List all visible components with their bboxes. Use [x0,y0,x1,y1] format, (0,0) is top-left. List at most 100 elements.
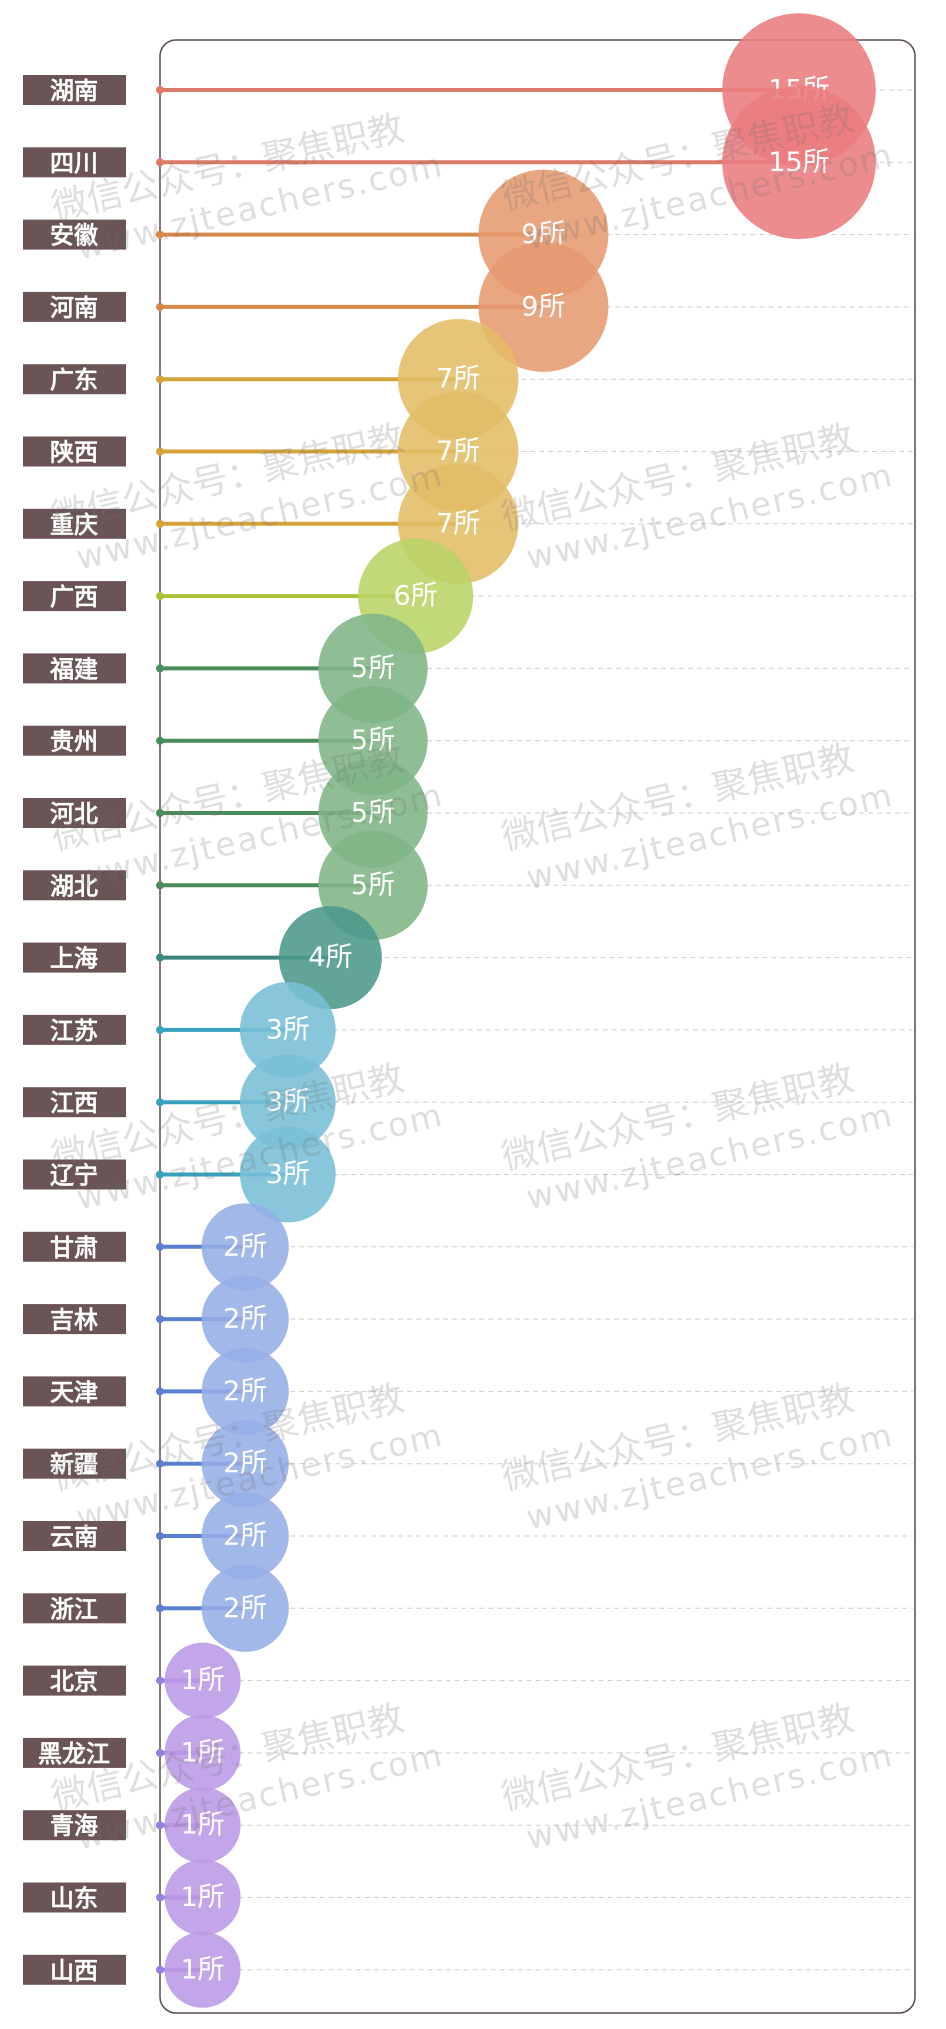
province-label-bg [23,1376,126,1407]
province-label: 江苏 [50,1017,98,1045]
stem-dot [156,1387,164,1396]
bubble-value-label: 2所 [223,1448,267,1479]
bubble-吉林 [201,1275,289,1363]
stem-dot [156,953,164,962]
bubble-value-label: 7所 [436,364,480,395]
stem-dot [156,1532,164,1540]
stem-dot [156,664,164,673]
bubble-黑龙江 [164,1714,241,1791]
bubble-value-label: 15所 [768,147,829,178]
province-label: 重庆 [50,511,98,539]
bubble-北京 [164,1642,241,1719]
bubble-value-label: 9所 [521,291,565,322]
bubble-value-label: 6所 [394,581,438,612]
province-label: 辽宁 [50,1162,98,1190]
province-label-bg [23,1159,126,1190]
province-label: 广东 [50,366,98,394]
province-label-bg [23,1521,126,1551]
gridlines [202,89,913,1971]
bubble-天津 [201,1347,289,1435]
province-label-bg [23,1087,126,1118]
bubble-value-label: 2所 [223,1521,267,1552]
bubble-云南 [201,1492,289,1580]
bubble-河南 [478,241,609,372]
province-label: 黑龙江 [38,1740,110,1768]
province-label: 甘肃 [50,1234,98,1262]
bubble-四川 [722,85,876,240]
province-label: 安徽 [50,222,99,250]
province-label: 天津 [50,1378,98,1406]
province-label-bg [23,942,126,973]
stem-dot [156,881,164,890]
province-label-bg [23,1665,126,1696]
stem-dot [156,158,164,167]
province-labels: 湖南四川安徽河南广东陕西重庆广西福建贵州河北湖北上海江苏江西辽宁甘肃吉林天津新疆… [23,75,126,1985]
province-label: 贵州 [50,728,98,756]
stem-dot [156,1459,164,1468]
province-label-bg [23,1882,126,1913]
bubble-value-label: 5所 [351,725,395,756]
province-label-bg [23,1593,126,1624]
province-label: 新疆 [50,1451,98,1479]
stem-dot [156,1170,164,1179]
province-label-bg [23,1954,126,1985]
bubble-山东 [164,1859,241,1936]
bubble-value-label: 7所 [436,436,480,467]
bubble-上海 [278,906,382,1010]
province-label-bg [23,508,126,539]
bubble-甘肃 [201,1203,289,1291]
province-label: 云南 [50,1523,98,1551]
province-label-bg [23,725,126,756]
province-label-bg [23,1304,126,1335]
province-label: 湖南 [50,77,98,105]
bubble-value-label: 5所 [351,870,395,901]
bubble-江苏 [239,982,336,1078]
bubble-value-label: 4所 [308,942,352,973]
bubble-value-label: 2所 [223,1593,267,1624]
province-label-bg [23,75,126,105]
bubble-value-label: 2所 [223,1304,267,1335]
province-label-bg [23,1014,126,1045]
province-label: 上海 [50,945,98,973]
stem-dot [156,86,164,94]
bubble-value-label: 5所 [351,798,395,829]
bubble-value-label: 2所 [223,1231,267,1262]
province-label: 青海 [50,1812,98,1840]
bubble-value-label: 2所 [223,1376,267,1407]
province-label: 河南 [50,294,98,322]
stem-dot [156,1025,164,1034]
bubble-value-label: 7所 [436,508,480,539]
province-label-bg [23,1810,126,1841]
stem-dot [156,1676,164,1685]
stem-dot [156,230,164,239]
province-label: 湖北 [50,872,98,900]
bubble-value-label: 1所 [181,1954,225,1985]
province-label-bg [23,798,126,828]
bubble-辽宁 [239,1126,336,1223]
province-label: 四川 [50,149,98,177]
stem-dot [156,375,164,384]
bubble-青海 [164,1787,241,1864]
stem-dot [156,1748,164,1757]
province-label: 浙江 [50,1595,98,1623]
bubble-江西 [239,1054,336,1151]
province-label: 河北 [50,800,98,828]
bubble-value-label: 5所 [351,653,395,684]
province-label: 广西 [50,583,98,611]
province-label: 山东 [50,1885,98,1913]
province-label-bg [23,436,126,467]
province-label-bg [23,291,126,322]
bubble-浙江 [201,1564,289,1652]
province-label: 福建 [49,655,98,683]
bubble-value-label: 1所 [181,1810,225,1841]
stem-dot [156,302,164,311]
stem-dot [156,592,164,601]
